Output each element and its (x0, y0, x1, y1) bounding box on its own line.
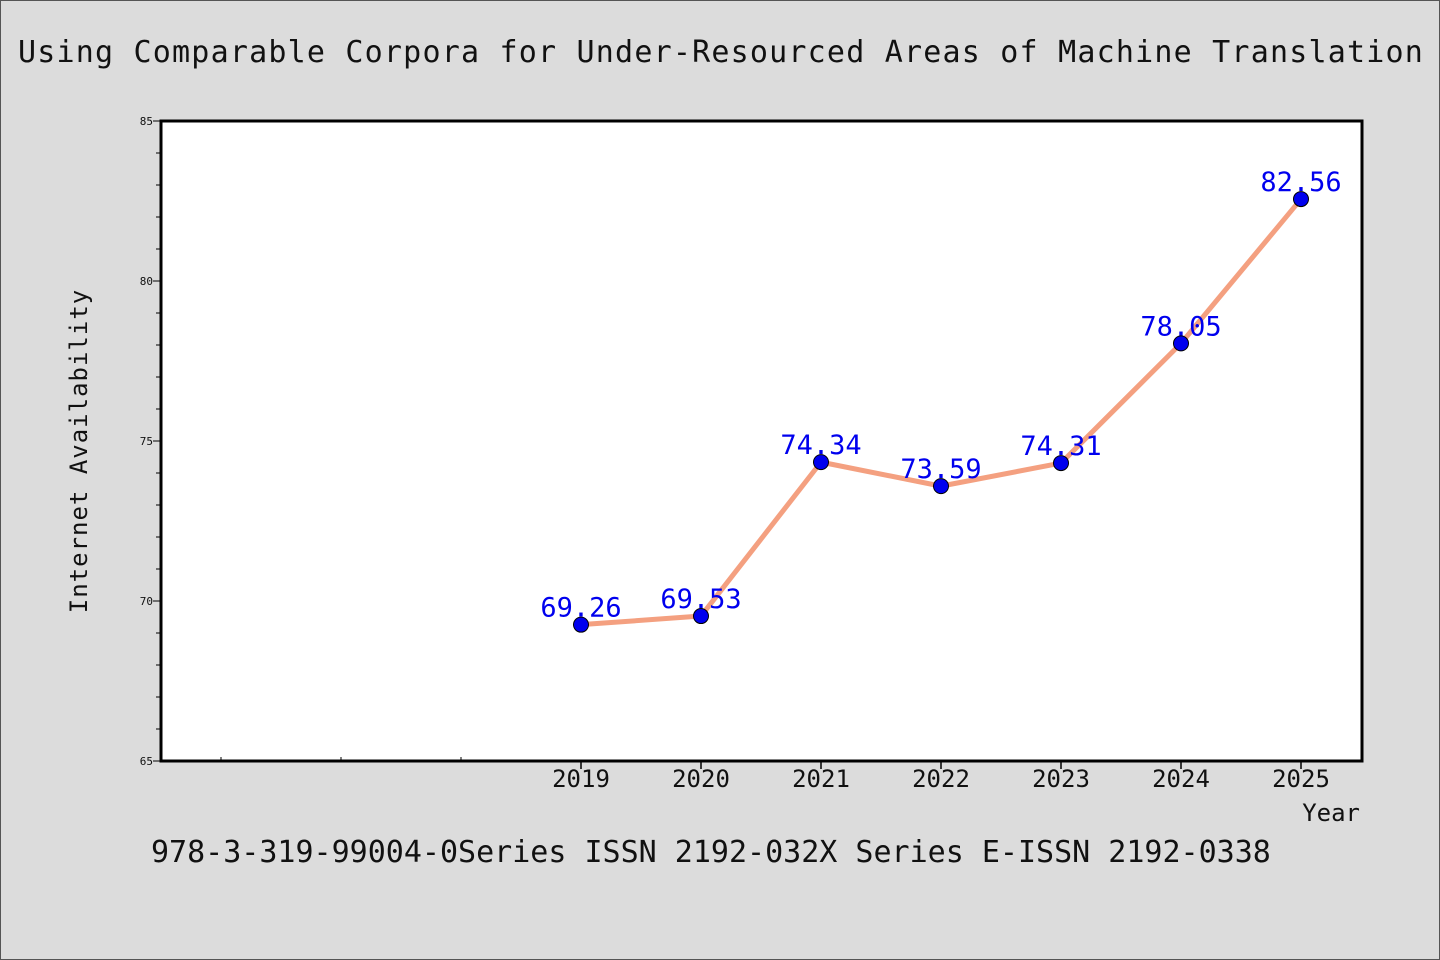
data-label: 74.34 (780, 430, 861, 461)
x-tick-label: 2024 (1152, 765, 1210, 793)
x-axis: 2019 2020 2021 2022 2023 2024 2025 (220, 757, 1330, 793)
data-point (813, 454, 829, 471)
x-tick-label: 2021 (792, 765, 850, 793)
x-tick-label: 2020 (672, 765, 730, 793)
data-label: 69.53 (660, 584, 741, 615)
data-point (1053, 455, 1069, 472)
data-point (693, 608, 709, 625)
x-tick-label: 2019 (552, 765, 610, 793)
y-tick-label: 70 (140, 595, 153, 608)
data-label: 74.31 (1020, 431, 1101, 462)
data-point (1293, 191, 1309, 208)
y-axis-title: Internet Availability (65, 289, 93, 613)
y-tick-label: 85 (140, 115, 153, 128)
footer-isbn-issn: 978-3-319-99004-0Series ISSN 2192-032X S… (151, 835, 1271, 870)
data-point (1173, 335, 1189, 352)
data-label: 69.26 (540, 593, 621, 624)
x-tick-label: 2022 (912, 765, 970, 793)
y-tick-label: 65 (140, 755, 153, 768)
data-point (573, 616, 589, 633)
data-point (933, 478, 949, 495)
y-tick-label: 80 (140, 275, 153, 288)
chart-title: Using Comparable Corpora for Under-Resou… (17, 35, 1425, 70)
y-axis: 65 70 75 80 85 (140, 115, 161, 768)
x-tick-label: 2025 (1272, 765, 1330, 793)
data-points (573, 191, 1309, 633)
data-label: 73.59 (900, 454, 981, 485)
data-labels: 69.26 69.53 74.34 73.59 74.31 78.05 82.56 (540, 167, 1341, 624)
x-axis-title: Year (1302, 799, 1360, 827)
x-tick-label: 2023 (1032, 765, 1090, 793)
plot-area (159, 119, 1364, 763)
y-tick-label: 75 (140, 435, 153, 448)
data-label: 78.05 (1140, 311, 1221, 342)
data-label: 82.56 (1260, 167, 1341, 198)
